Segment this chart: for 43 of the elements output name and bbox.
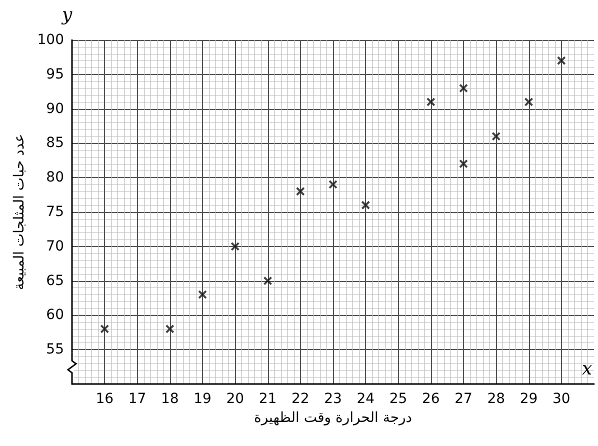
x-tick-label: 19 xyxy=(194,391,212,407)
point xyxy=(361,200,370,210)
point xyxy=(426,97,436,106)
point xyxy=(100,324,110,334)
point xyxy=(524,97,534,106)
point xyxy=(198,290,207,300)
point xyxy=(459,159,468,168)
x-tick-label: 26 xyxy=(422,391,440,407)
x-tick-label: 29 xyxy=(520,391,538,407)
point xyxy=(459,84,468,93)
point xyxy=(296,186,305,196)
y-tick-label: 55 xyxy=(46,342,64,358)
x-tick-label: 25 xyxy=(389,391,408,407)
x-tick-label: 16 xyxy=(96,391,114,407)
point xyxy=(165,324,174,334)
x-tick-label: 24 xyxy=(356,391,375,407)
x-axis-title: درجة الحرارة وقت الظهيرة xyxy=(254,410,412,426)
y-tick-label: 65 xyxy=(46,272,64,289)
x-tick-label: 27 xyxy=(454,391,472,407)
y-tick-label: 60 xyxy=(46,307,64,324)
y-tick-label: 85 xyxy=(46,135,64,152)
y-tick-label: 100 xyxy=(37,32,64,48)
x-tick-label: 20 xyxy=(226,391,244,407)
annotation: x xyxy=(582,358,592,380)
point xyxy=(492,132,501,141)
point xyxy=(328,180,338,189)
x-tick-label: 23 xyxy=(324,391,342,407)
point xyxy=(230,242,240,251)
y-axis-title: عدد حبات المثلجات المبيعة xyxy=(11,134,28,290)
y-tick-label: 75 xyxy=(46,204,64,220)
y-tick-label: 70 xyxy=(46,238,64,254)
x-tick-label: 22 xyxy=(291,391,310,407)
y-tick-label: 90 xyxy=(46,100,64,117)
x-tick-label: 18 xyxy=(160,391,179,407)
point xyxy=(556,56,566,66)
x-tick-label: 30 xyxy=(552,391,570,407)
text: y xyxy=(61,4,73,26)
x-tick-label: 28 xyxy=(487,391,506,407)
y-tick-label: 80 xyxy=(46,170,64,186)
y-tick-label: 95 xyxy=(46,66,64,82)
x-tick-label: 21 xyxy=(258,391,277,407)
x-tick-label: 17 xyxy=(128,391,146,407)
point xyxy=(263,276,272,286)
